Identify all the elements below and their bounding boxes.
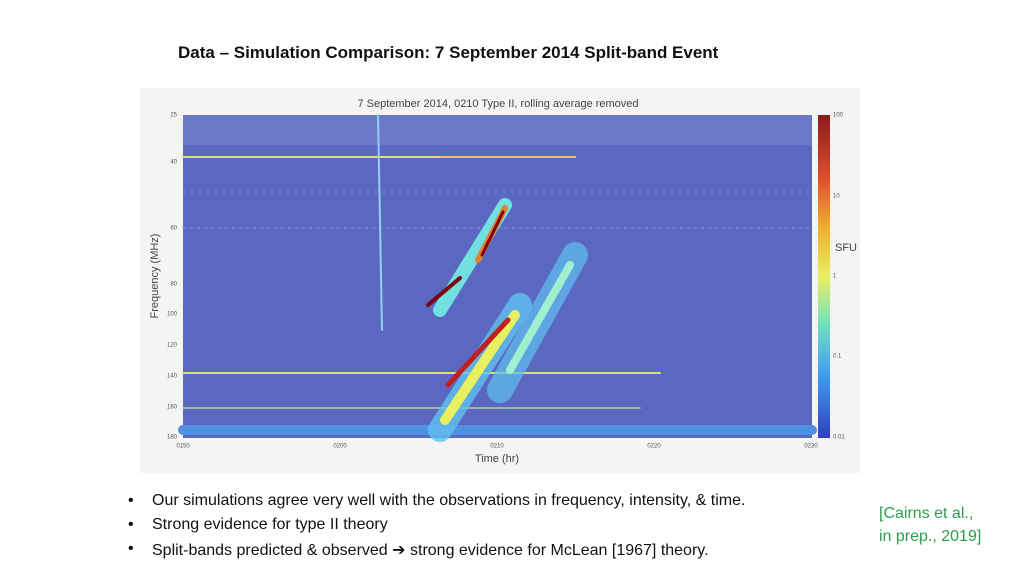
y-tick-label: 160 <box>167 405 178 411</box>
colorbar-tick-label: 10 <box>833 194 840 200</box>
y-tick-label: 140 <box>167 374 178 380</box>
x-tick-label: 0200 <box>333 444 347 450</box>
colorbar-tick-label: 0.01 <box>833 435 845 441</box>
citation: [Cairns et al., <box>879 505 974 522</box>
bullet-marker: • <box>128 516 134 533</box>
x-tick-label: 0230 <box>804 444 818 450</box>
y-tick-label: 180 <box>167 435 178 441</box>
bullet-text: Our simulations agree very well with the… <box>152 492 746 509</box>
y-tick-label: 60 <box>170 226 177 232</box>
bullet-text: Strong evidence for type II theory <box>152 516 388 533</box>
x-tick-label: 0150 <box>176 444 190 450</box>
citation: in prep., 2019] <box>879 528 982 545</box>
y-tick-label: 40 <box>170 160 177 166</box>
y-tick-label: 25 <box>170 113 177 119</box>
y-axis-label: Frequency (MHz) <box>149 234 161 319</box>
colorbar-tick-label: 100 <box>833 113 844 119</box>
bullet-marker: • <box>128 492 134 509</box>
x-tick-label: 0220 <box>647 444 661 450</box>
slide-title: Data – Simulation Comparison: 7 Septembe… <box>178 43 719 62</box>
x-tick-label: 0210 <box>490 444 504 450</box>
colorbar <box>818 115 830 438</box>
colorbar-tick-label: 1 <box>833 274 837 280</box>
spectrogram-features <box>178 114 817 442</box>
y-tick-label: 120 <box>167 343 178 349</box>
y-tick-label: 100 <box>167 312 178 318</box>
bullet-marker: • <box>128 540 134 557</box>
bullet-text: Split-bands predicted & observed ➔ stron… <box>152 542 709 559</box>
colorbar-label: SFU <box>835 242 857 254</box>
colorbar-tick-label: 0.1 <box>833 354 842 360</box>
y-tick-label: 80 <box>170 282 177 288</box>
x-axis-label: Time (hr) <box>475 453 519 465</box>
figure-title: 7 September 2014, 0210 Type II, rolling … <box>357 98 638 110</box>
spectrogram-figure: 7 September 2014, 0210 Type II, rolling … <box>140 88 860 473</box>
